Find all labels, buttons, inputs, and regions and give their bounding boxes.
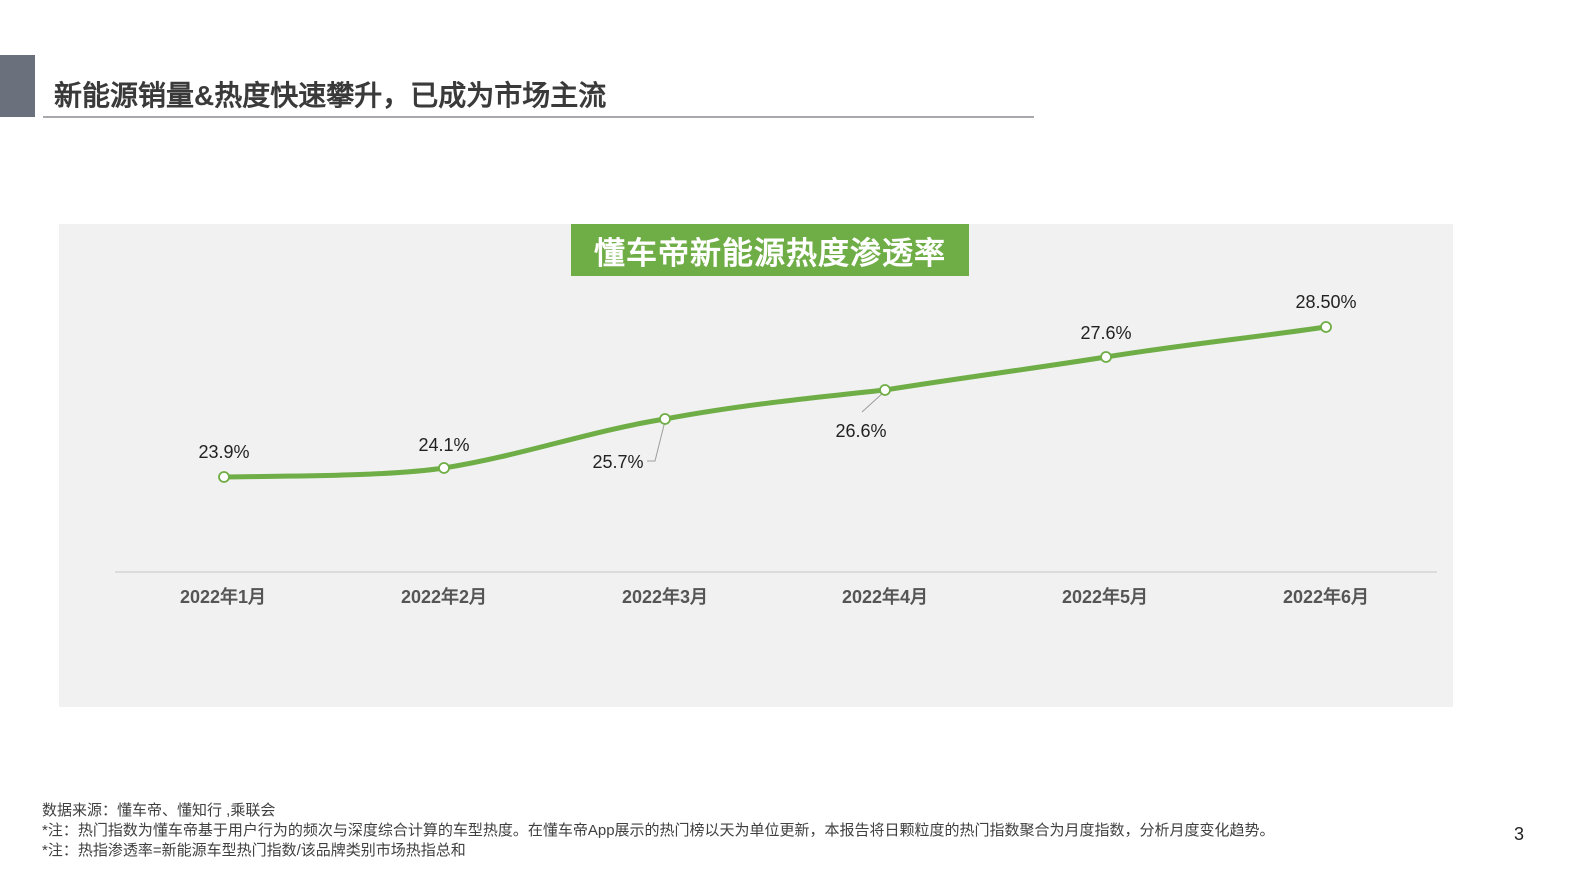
data-label-jan: 23.9% bbox=[198, 442, 249, 462]
data-label-feb: 24.1% bbox=[418, 435, 469, 455]
chart-title: 懂车帝新能源热度渗透率 bbox=[571, 224, 969, 276]
data-label-apr: 26.6% bbox=[835, 421, 886, 441]
title-divider bbox=[43, 116, 1034, 118]
series-line bbox=[221, 324, 1329, 480]
data-label-may: 27.6% bbox=[1080, 323, 1131, 343]
marker-mar bbox=[659, 413, 671, 425]
marker-jun bbox=[1320, 321, 1332, 333]
footnotes: 数据来源：懂车帝、懂知行 ,乘联会 *注：热门指数为懂车帝基于用户行为的频次与深… bbox=[42, 801, 1275, 861]
data-label-jun: 28.50% bbox=[1295, 292, 1356, 312]
marker-may bbox=[1100, 351, 1112, 363]
marker-jan bbox=[218, 471, 230, 483]
page-title: 新能源销量&热度快速攀升，已成为市场主流 bbox=[54, 80, 607, 111]
title-accent-bar bbox=[0, 55, 35, 117]
data-label-mar: 25.7% bbox=[592, 452, 643, 472]
footnote-2: *注：热指渗透率=新能源车型热门指数/该品牌类别市场热指总和 bbox=[42, 842, 466, 859]
x-tick-label: 2022年6月 bbox=[1283, 586, 1369, 607]
marker-feb bbox=[438, 462, 450, 474]
x-tick-label: 2022年2月 bbox=[401, 586, 487, 607]
x-tick-label: 2022年5月 bbox=[1062, 586, 1148, 607]
data-markers bbox=[218, 321, 1332, 483]
x-tick-label: 2022年1月 bbox=[180, 586, 266, 607]
leader-line-mar bbox=[647, 420, 666, 462]
marker-apr bbox=[879, 384, 891, 396]
chart-panel bbox=[59, 224, 1453, 707]
x-tick-label: 2022年3月 bbox=[622, 586, 708, 607]
footnote-1: *注：热门指数为懂车帝基于用户行为的频次与深度综合计算的车型热度。在懂车帝App… bbox=[42, 822, 1275, 839]
data-source-note: 数据来源：懂车帝、懂知行 ,乘联会 bbox=[42, 802, 276, 819]
leader-line-apr bbox=[861, 391, 885, 413]
x-tick-label: 2022年4月 bbox=[842, 586, 928, 607]
page-number: 3 bbox=[1514, 824, 1525, 844]
